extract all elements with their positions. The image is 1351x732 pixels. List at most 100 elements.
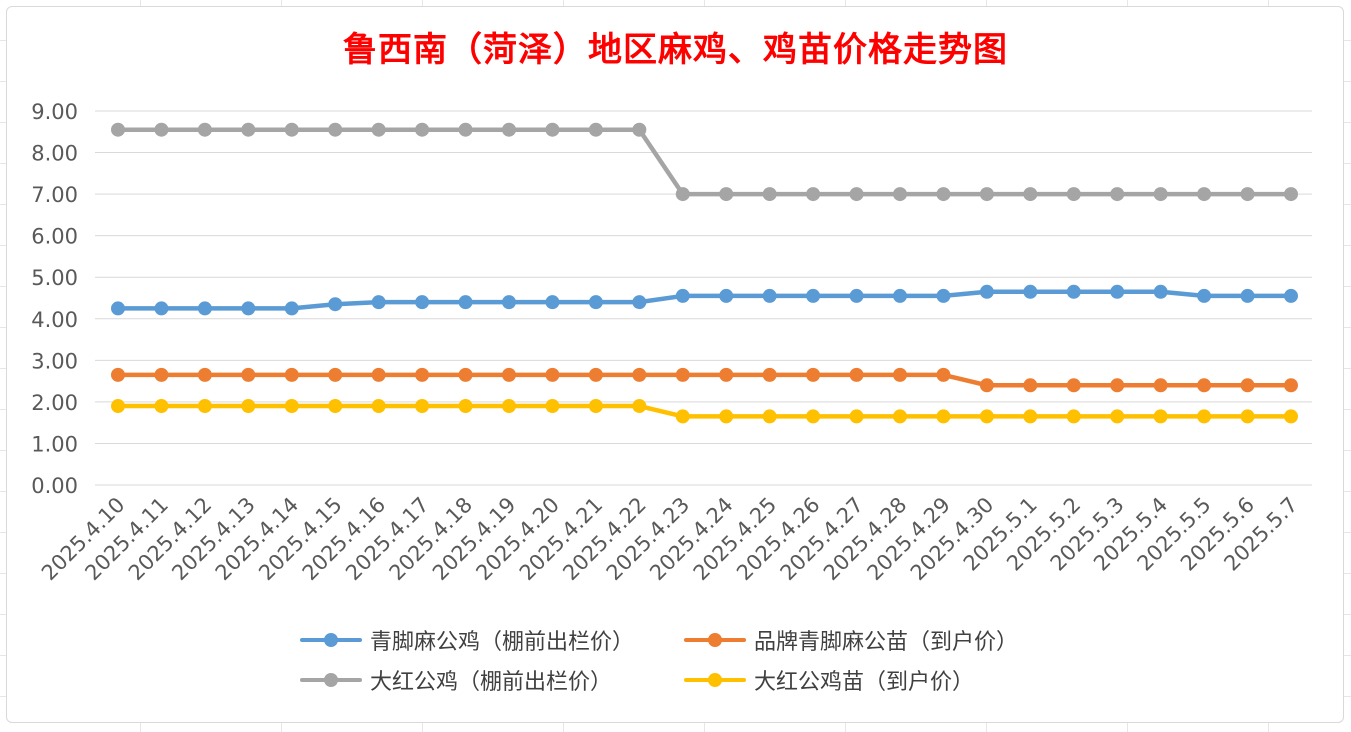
y-tick-label: 3.00 <box>31 349 78 373</box>
data-point <box>762 187 777 202</box>
legend-marker-icon <box>684 671 746 689</box>
data-point <box>1110 284 1125 299</box>
data-point <box>197 122 212 137</box>
data-point <box>1284 187 1298 202</box>
series-line <box>115 289 1294 311</box>
data-point <box>1240 288 1255 303</box>
data-point <box>328 367 343 382</box>
data-point <box>936 288 951 303</box>
data-point <box>284 367 299 382</box>
data-point <box>154 399 169 414</box>
data-point <box>1066 284 1081 299</box>
legend-item: 青脚麻公鸡（棚前出栏价） <box>300 626 684 655</box>
data-point <box>979 187 994 202</box>
data-point <box>1023 409 1038 424</box>
data-point <box>588 122 603 137</box>
data-point <box>328 297 343 312</box>
data-point <box>111 122 125 137</box>
data-point <box>1110 187 1125 202</box>
data-point <box>1240 187 1255 202</box>
data-point <box>632 295 647 310</box>
data-point <box>849 187 864 202</box>
chart-title: 鲁西南（菏泽）地区麻鸡、鸡苗价格走势图 <box>343 30 1008 70</box>
data-point <box>371 367 386 382</box>
data-point <box>545 122 560 137</box>
data-point <box>719 187 734 202</box>
data-point <box>1023 284 1038 299</box>
data-point <box>1023 187 1038 202</box>
data-point <box>979 284 994 299</box>
data-point <box>762 409 777 424</box>
data-point <box>502 399 516 414</box>
data-point <box>936 409 951 424</box>
chart-area[interactable] <box>6 6 1344 723</box>
data-point <box>632 399 647 414</box>
chart-legend: 青脚麻公鸡（棚前出栏价） 品牌青脚麻公苗（到户价） 大红公鸡（棚前出栏价） 大红公鸡苗… <box>300 626 1100 695</box>
data-point <box>1284 409 1298 424</box>
legend-item: 品牌青脚麻公苗（到户价） <box>684 626 1084 655</box>
data-point <box>979 378 994 393</box>
legend-label: 大红公鸡（棚前出栏价） <box>370 670 613 695</box>
data-point <box>936 367 951 382</box>
data-point <box>979 409 994 424</box>
data-point <box>675 288 690 303</box>
data-point <box>1153 284 1168 299</box>
data-point <box>936 187 951 202</box>
data-point <box>1023 378 1038 393</box>
data-point <box>545 295 560 310</box>
legend-label: 大红公鸡苗（到户价） <box>754 670 975 695</box>
data-point <box>1066 378 1081 393</box>
data-point <box>458 367 473 382</box>
data-point <box>197 399 212 414</box>
data-point <box>849 288 864 303</box>
data-point <box>893 367 907 382</box>
legend-marker-icon <box>300 671 362 689</box>
data-point <box>111 301 125 316</box>
data-point <box>241 367 256 382</box>
data-point <box>371 399 386 414</box>
legend-label: 品牌青脚麻公苗（到户价） <box>754 630 1019 655</box>
legend-label: 青脚麻公鸡（棚前出栏价） <box>370 630 635 655</box>
data-point <box>719 409 734 424</box>
data-point <box>719 288 734 303</box>
data-point <box>111 367 125 382</box>
data-point <box>1197 187 1212 202</box>
data-point <box>893 187 907 202</box>
data-point <box>154 301 169 316</box>
data-point <box>893 288 907 303</box>
series-line <box>115 403 1294 419</box>
data-point <box>632 367 647 382</box>
legend-marker-icon <box>684 631 746 649</box>
data-point <box>806 187 821 202</box>
data-point <box>588 399 603 414</box>
data-point <box>849 409 864 424</box>
data-point <box>806 367 821 382</box>
y-tick-label: 7.00 <box>31 183 78 207</box>
data-point <box>762 288 777 303</box>
data-point <box>1153 378 1168 393</box>
data-point <box>806 409 821 424</box>
data-point <box>415 399 430 414</box>
y-tick-label: 5.00 <box>31 266 78 290</box>
data-point <box>458 399 473 414</box>
data-point <box>328 399 343 414</box>
data-point <box>284 399 299 414</box>
data-point <box>415 122 430 137</box>
data-point <box>284 301 299 316</box>
data-point <box>1197 288 1212 303</box>
data-point <box>502 295 516 310</box>
y-tick-label: 8.00 <box>31 142 78 166</box>
data-point <box>588 295 603 310</box>
data-point <box>415 367 430 382</box>
data-point <box>1284 288 1298 303</box>
data-point <box>328 122 343 137</box>
data-point <box>1066 187 1081 202</box>
data-point <box>545 399 560 414</box>
data-point <box>1284 378 1298 393</box>
data-point <box>284 122 299 137</box>
data-point <box>893 409 907 424</box>
data-point <box>1197 409 1212 424</box>
data-point <box>675 187 690 202</box>
data-point <box>154 122 169 137</box>
y-tick-label: 2.00 <box>31 391 78 415</box>
